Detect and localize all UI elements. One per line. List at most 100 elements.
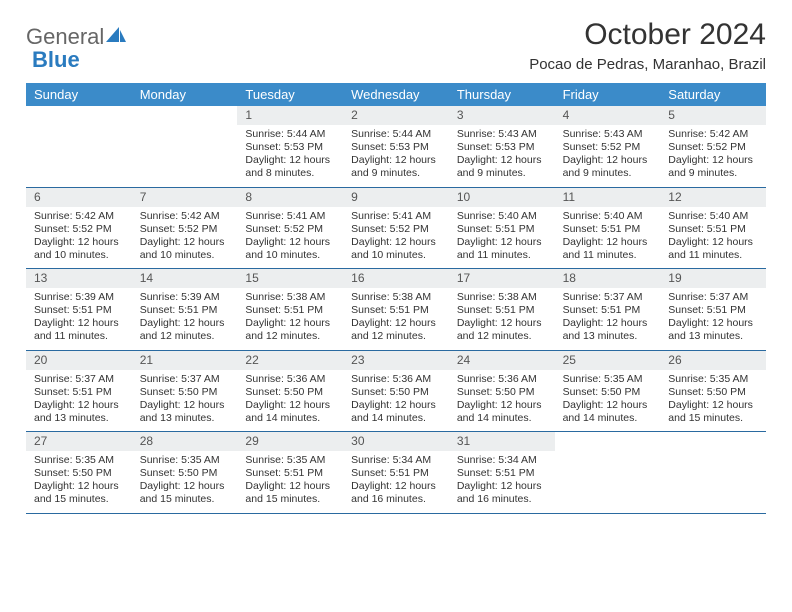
day-number: 8 xyxy=(237,188,343,207)
sunset-text: Sunset: 5:50 PM xyxy=(245,386,335,399)
sunrise-text: Sunrise: 5:37 AM xyxy=(668,291,758,304)
dl2-text: and 9 minutes. xyxy=(457,167,547,180)
dl1-text: Daylight: 12 hours xyxy=(668,236,758,249)
dl1-text: Daylight: 12 hours xyxy=(563,236,653,249)
calendar-cell: 29Sunrise: 5:35 AMSunset: 5:51 PMDayligh… xyxy=(237,432,343,513)
dl2-text: and 15 minutes. xyxy=(245,493,335,506)
dl1-text: Daylight: 12 hours xyxy=(457,154,547,167)
day-header: Tuesday xyxy=(237,83,343,106)
sunset-text: Sunset: 5:50 PM xyxy=(140,386,230,399)
calendar-cell: 18Sunrise: 5:37 AMSunset: 5:51 PMDayligh… xyxy=(555,269,661,350)
calendar-cell: 1Sunrise: 5:44 AMSunset: 5:53 PMDaylight… xyxy=(237,106,343,187)
dl2-text: and 13 minutes. xyxy=(140,412,230,425)
cell-body: Sunrise: 5:39 AMSunset: 5:51 PMDaylight:… xyxy=(132,288,238,350)
day-number: 24 xyxy=(449,351,555,370)
logo-sail-icon xyxy=(106,23,128,49)
sunrise-text: Sunrise: 5:39 AM xyxy=(34,291,124,304)
sunset-text: Sunset: 5:50 PM xyxy=(457,386,547,399)
title-block: October 2024 Pocao de Pedras, Maranhao, … xyxy=(529,18,766,73)
week-row: 13Sunrise: 5:39 AMSunset: 5:51 PMDayligh… xyxy=(26,269,766,351)
day-number: 15 xyxy=(237,269,343,288)
day-number: 3 xyxy=(449,106,555,125)
day-number xyxy=(26,106,132,125)
sunrise-text: Sunrise: 5:40 AM xyxy=(457,210,547,223)
sunset-text: Sunset: 5:51 PM xyxy=(457,467,547,480)
day-number: 25 xyxy=(555,351,661,370)
cell-body: Sunrise: 5:40 AMSunset: 5:51 PMDaylight:… xyxy=(555,207,661,269)
calendar-cell: 9Sunrise: 5:41 AMSunset: 5:52 PMDaylight… xyxy=(343,188,449,269)
day-number: 2 xyxy=(343,106,449,125)
sunrise-text: Sunrise: 5:37 AM xyxy=(140,373,230,386)
dl1-text: Daylight: 12 hours xyxy=(563,399,653,412)
dl1-text: Daylight: 12 hours xyxy=(351,236,441,249)
sunset-text: Sunset: 5:50 PM xyxy=(140,467,230,480)
cell-body: Sunrise: 5:36 AMSunset: 5:50 PMDaylight:… xyxy=(237,370,343,432)
dl2-text: and 12 minutes. xyxy=(245,330,335,343)
day-number: 19 xyxy=(660,269,766,288)
calendar-cell: 20Sunrise: 5:37 AMSunset: 5:51 PMDayligh… xyxy=(26,351,132,432)
sunrise-text: Sunrise: 5:44 AM xyxy=(351,128,441,141)
calendar-cell: 25Sunrise: 5:35 AMSunset: 5:50 PMDayligh… xyxy=(555,351,661,432)
dl2-text: and 9 minutes. xyxy=(351,167,441,180)
dl2-text: and 11 minutes. xyxy=(457,249,547,262)
cell-body: Sunrise: 5:35 AMSunset: 5:51 PMDaylight:… xyxy=(237,451,343,513)
sunset-text: Sunset: 5:51 PM xyxy=(245,467,335,480)
day-number: 28 xyxy=(132,432,238,451)
dl1-text: Daylight: 12 hours xyxy=(457,480,547,493)
calendar-cell: 23Sunrise: 5:36 AMSunset: 5:50 PMDayligh… xyxy=(343,351,449,432)
sunrise-text: Sunrise: 5:38 AM xyxy=(457,291,547,304)
dl2-text: and 11 minutes. xyxy=(34,330,124,343)
dl2-text: and 9 minutes. xyxy=(668,167,758,180)
dl2-text: and 14 minutes. xyxy=(457,412,547,425)
sunrise-text: Sunrise: 5:37 AM xyxy=(34,373,124,386)
day-number: 30 xyxy=(343,432,449,451)
cell-body: Sunrise: 5:44 AMSunset: 5:53 PMDaylight:… xyxy=(343,125,449,187)
sunset-text: Sunset: 5:52 PM xyxy=(563,141,653,154)
dl2-text: and 13 minutes. xyxy=(563,330,653,343)
dl1-text: Daylight: 12 hours xyxy=(140,317,230,330)
sunrise-text: Sunrise: 5:43 AM xyxy=(563,128,653,141)
dl1-text: Daylight: 12 hours xyxy=(563,154,653,167)
calendar-cell: 21Sunrise: 5:37 AMSunset: 5:50 PMDayligh… xyxy=(132,351,238,432)
header: General October 2024 Pocao de Pedras, Ma… xyxy=(26,18,766,73)
dl1-text: Daylight: 12 hours xyxy=(351,480,441,493)
dl2-text: and 10 minutes. xyxy=(34,249,124,262)
day-header-row: Sunday Monday Tuesday Wednesday Thursday… xyxy=(26,83,766,106)
calendar: Sunday Monday Tuesday Wednesday Thursday… xyxy=(26,83,766,514)
dl2-text: and 12 minutes. xyxy=(140,330,230,343)
day-header: Wednesday xyxy=(343,83,449,106)
dl1-text: Daylight: 12 hours xyxy=(140,236,230,249)
dl1-text: Daylight: 12 hours xyxy=(140,399,230,412)
cell-body: Sunrise: 5:38 AMSunset: 5:51 PMDaylight:… xyxy=(449,288,555,350)
day-number: 1 xyxy=(237,106,343,125)
cell-body: Sunrise: 5:37 AMSunset: 5:50 PMDaylight:… xyxy=(132,370,238,432)
sunset-text: Sunset: 5:53 PM xyxy=(457,141,547,154)
calendar-cell: 7Sunrise: 5:42 AMSunset: 5:52 PMDaylight… xyxy=(132,188,238,269)
sunset-text: Sunset: 5:50 PM xyxy=(351,386,441,399)
sunset-text: Sunset: 5:51 PM xyxy=(668,304,758,317)
dl2-text: and 14 minutes. xyxy=(351,412,441,425)
cell-body: Sunrise: 5:42 AMSunset: 5:52 PMDaylight:… xyxy=(660,125,766,187)
dl1-text: Daylight: 12 hours xyxy=(245,317,335,330)
dl2-text: and 15 minutes. xyxy=(668,412,758,425)
sunset-text: Sunset: 5:50 PM xyxy=(563,386,653,399)
day-number: 26 xyxy=(660,351,766,370)
dl1-text: Daylight: 12 hours xyxy=(457,317,547,330)
calendar-cell: 3Sunrise: 5:43 AMSunset: 5:53 PMDaylight… xyxy=(449,106,555,187)
cell-body: Sunrise: 5:41 AMSunset: 5:52 PMDaylight:… xyxy=(237,207,343,269)
logo-text-blue-wrap: Blue xyxy=(32,47,80,73)
week-row: 27Sunrise: 5:35 AMSunset: 5:50 PMDayligh… xyxy=(26,432,766,514)
dl2-text: and 15 minutes. xyxy=(140,493,230,506)
calendar-cell: 16Sunrise: 5:38 AMSunset: 5:51 PMDayligh… xyxy=(343,269,449,350)
sunrise-text: Sunrise: 5:35 AM xyxy=(34,454,124,467)
sunset-text: Sunset: 5:51 PM xyxy=(563,223,653,236)
calendar-cell: 5Sunrise: 5:42 AMSunset: 5:52 PMDaylight… xyxy=(660,106,766,187)
sunrise-text: Sunrise: 5:35 AM xyxy=(245,454,335,467)
cell-body: Sunrise: 5:38 AMSunset: 5:51 PMDaylight:… xyxy=(237,288,343,350)
dl2-text: and 15 minutes. xyxy=(34,493,124,506)
cell-body: Sunrise: 5:35 AMSunset: 5:50 PMDaylight:… xyxy=(132,451,238,513)
dl2-text: and 16 minutes. xyxy=(457,493,547,506)
dl2-text: and 14 minutes. xyxy=(245,412,335,425)
dl1-text: Daylight: 12 hours xyxy=(668,399,758,412)
dl2-text: and 10 minutes. xyxy=(140,249,230,262)
